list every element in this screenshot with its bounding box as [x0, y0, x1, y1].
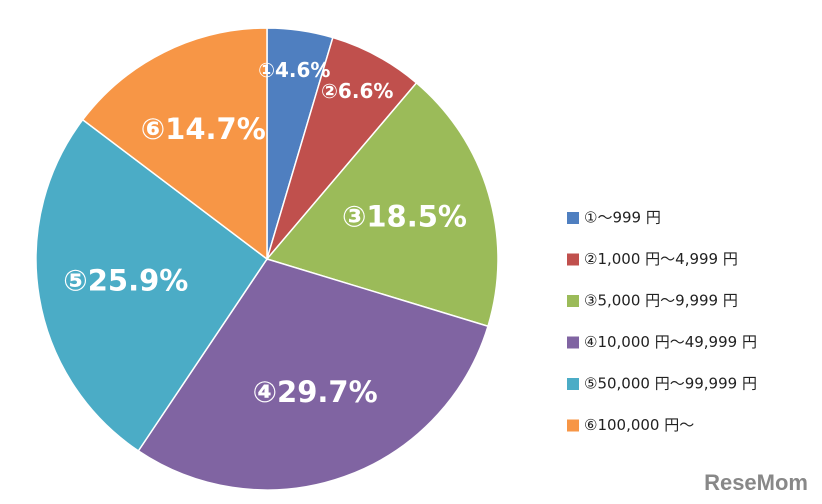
legend-swatch [567, 378, 579, 390]
data-label: ④29.7% [253, 375, 378, 409]
legend-label: ③5,000 円～9,999 円 [584, 292, 738, 310]
legend-label: ④10,000 円～49,999 円 [584, 333, 757, 351]
watermark: ReseMom [704, 470, 808, 495]
data-label: ⑥14.7% [141, 112, 266, 146]
pie-slice [265, 81, 499, 328]
legend-label: ⑥100,000 円～ [584, 416, 694, 434]
pie-slice [137, 258, 489, 491]
legend-swatch [567, 253, 579, 266]
pie-slice [35, 118, 269, 452]
legend-swatch [567, 295, 579, 307]
legend-swatch [567, 419, 579, 432]
data-label: ②6.6% [321, 79, 393, 103]
legend-label: ①～999 円 [584, 209, 661, 227]
legend-label: ⑤50,000 円～99,999 円 [584, 375, 757, 393]
legend-label: ②1,000 円～4,999 円 [584, 250, 738, 268]
data-label: ③18.5% [342, 200, 467, 234]
pie-slice [81, 27, 268, 261]
legend-swatch [567, 212, 579, 224]
data-label: ①4.6% [258, 58, 330, 82]
legend-swatch [567, 336, 579, 349]
data-label: ⑤25.9% [63, 264, 188, 298]
